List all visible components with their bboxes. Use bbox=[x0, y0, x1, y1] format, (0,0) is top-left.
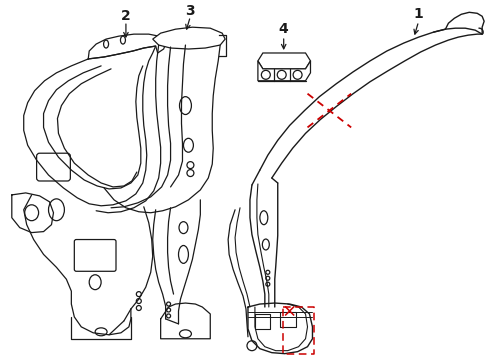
Circle shape bbox=[292, 70, 302, 79]
Text: 4: 4 bbox=[278, 22, 288, 36]
Ellipse shape bbox=[25, 205, 39, 221]
Ellipse shape bbox=[262, 239, 269, 250]
Circle shape bbox=[265, 282, 269, 286]
Circle shape bbox=[186, 162, 194, 168]
Ellipse shape bbox=[179, 330, 191, 338]
FancyBboxPatch shape bbox=[37, 153, 70, 181]
Circle shape bbox=[277, 70, 285, 79]
Circle shape bbox=[265, 270, 269, 274]
Ellipse shape bbox=[179, 222, 187, 234]
Circle shape bbox=[136, 298, 141, 303]
Circle shape bbox=[166, 302, 170, 306]
Polygon shape bbox=[257, 61, 310, 81]
Circle shape bbox=[265, 276, 269, 280]
Polygon shape bbox=[152, 27, 224, 49]
Circle shape bbox=[246, 341, 256, 351]
Text: 3: 3 bbox=[185, 4, 195, 18]
Text: 2: 2 bbox=[121, 9, 130, 23]
Ellipse shape bbox=[183, 138, 193, 152]
Circle shape bbox=[136, 292, 141, 297]
FancyBboxPatch shape bbox=[74, 239, 116, 271]
Ellipse shape bbox=[95, 328, 107, 336]
Circle shape bbox=[166, 314, 170, 318]
Ellipse shape bbox=[48, 199, 64, 221]
Circle shape bbox=[136, 306, 141, 310]
Ellipse shape bbox=[120, 36, 125, 44]
Ellipse shape bbox=[178, 246, 188, 264]
Circle shape bbox=[261, 70, 270, 79]
Polygon shape bbox=[257, 53, 310, 69]
Ellipse shape bbox=[103, 40, 108, 48]
Circle shape bbox=[166, 308, 170, 312]
Ellipse shape bbox=[259, 211, 267, 225]
Circle shape bbox=[186, 170, 194, 176]
Polygon shape bbox=[88, 34, 165, 59]
Ellipse shape bbox=[89, 275, 101, 290]
Ellipse shape bbox=[179, 96, 191, 114]
Text: 1: 1 bbox=[413, 7, 423, 21]
